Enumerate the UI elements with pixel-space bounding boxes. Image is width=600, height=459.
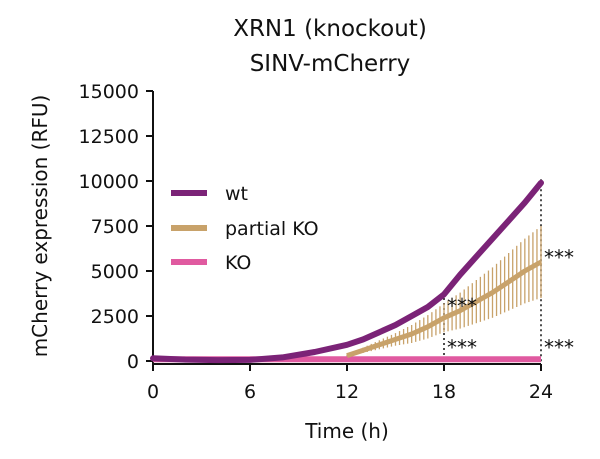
x-tick-label-1: 6 (244, 381, 256, 403)
y-tick-label-3: 7500 (91, 216, 139, 238)
x-tick-label-2: 12 (335, 381, 359, 403)
y-tick-label-4: 10000 (79, 171, 139, 193)
series-partial-ko-line (346, 259, 543, 358)
significance-annotation-3: *** (544, 335, 574, 359)
significance-annotation-2: *** (544, 245, 574, 269)
x-tick-label-3: 18 (432, 381, 456, 403)
plot-area: 0 2500 5000 7500 10000 12500 15000 0 6 12 18 24 *** *… (79, 81, 574, 403)
x-tick-label-0: 0 (147, 381, 159, 403)
y-axis-label: mCherry expression (RFU) (28, 95, 52, 358)
y-tick-label-5: 12500 (79, 126, 139, 148)
x-axis-label: Time (h) (304, 419, 389, 443)
x-tick-label-4: 24 (529, 381, 553, 403)
y-tick-label-0: 0 (127, 351, 139, 373)
chart-title-line-2: SINV-mCherry (250, 51, 411, 77)
legend-label-wt: wt (225, 183, 248, 205)
significance-annotation-0: *** (447, 294, 477, 318)
legend-label-partial-ko: partial KO (225, 218, 319, 240)
series-wt-line (150, 179, 544, 364)
significance-annotation-1: *** (447, 335, 477, 359)
legend: wt partial KO KO (171, 183, 319, 274)
chart-title-line-1: XRN1 (knockout) (233, 16, 427, 42)
y-tick-label-6: 15000 (79, 81, 139, 103)
y-tick-label-1: 2500 (91, 306, 139, 328)
y-tick-label-2: 5000 (91, 261, 139, 283)
legend-label-ko: KO (225, 252, 251, 274)
